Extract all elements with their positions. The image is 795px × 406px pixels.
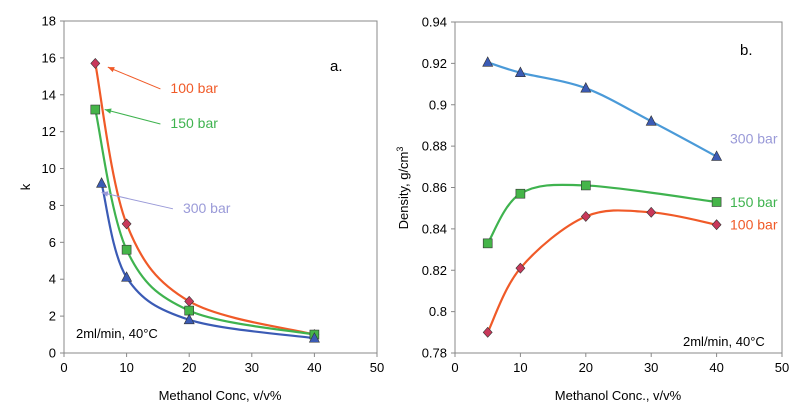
y-tick-label: 18	[42, 14, 56, 29]
y-tick-label: 2	[49, 309, 56, 324]
x-tick-label: 50	[775, 360, 789, 375]
y-axis-label-b-sup: 3	[395, 147, 405, 152]
y-tick-label: 10	[42, 161, 56, 176]
y-tick-label: 0.86	[422, 180, 447, 195]
y-tick-label: 0.94	[422, 15, 447, 30]
data-point-100-bar	[711, 219, 722, 231]
series-label: 150 bar	[730, 194, 778, 210]
x-tick-label: 30	[245, 360, 259, 375]
y-tick-label: 0.88	[422, 139, 447, 154]
series-label: 300 bar	[730, 130, 778, 146]
x-tick-label: 10	[513, 360, 527, 375]
annotation-a: 2ml/min, 40°C	[76, 326, 158, 341]
series-line-300-bar	[100, 183, 315, 340]
series-label: 100 bar	[730, 217, 778, 233]
data-point-300-bar	[183, 313, 195, 325]
y-tick-label: 4	[49, 272, 56, 287]
series-line-150-bar	[486, 183, 717, 244]
data-point-150-bar	[515, 188, 526, 199]
x-tick-label: 50	[370, 360, 384, 375]
series-line-100-bar	[94, 63, 315, 336]
label-arrow	[107, 66, 161, 90]
label-arrowhead	[107, 67, 115, 73]
y-tick-label: 0.84	[422, 221, 447, 236]
x-tick-label: 40	[307, 360, 321, 375]
panel-label-a: a.	[330, 58, 343, 75]
data-point-100-bar	[482, 326, 493, 338]
label-arrow	[101, 192, 174, 210]
data-point-100-bar	[646, 206, 657, 218]
y-axis-label-b: Density, g/cm3	[395, 147, 411, 230]
chart-panel-b: 0 10 20 30 40 50 0.78 0.8 0.82 0.84 0.86 0.88 0.9 0.9…	[395, 15, 789, 404]
data-point-150-bar	[580, 180, 591, 191]
data-point-300-bar	[121, 271, 133, 282]
data-point-100-bar	[515, 262, 526, 274]
x-axis-label-a: Methanol Conc, v/v%	[159, 388, 282, 403]
x-tick-label: 0	[451, 360, 458, 375]
x-tick-label: 20	[579, 360, 593, 375]
y-tick-label: 14	[42, 87, 56, 102]
data-point-300-bar	[580, 82, 592, 93]
data-point-150-bar	[90, 104, 101, 115]
y-tick-label: 6	[49, 235, 56, 250]
data-point-300-bar	[514, 66, 526, 77]
label-arrowhead	[104, 108, 112, 114]
data-point-300-bar	[482, 56, 494, 67]
data-point-300-bar	[96, 177, 108, 188]
label-arrowhead	[101, 191, 109, 197]
label-arrow	[104, 109, 161, 125]
data-point-150-bar	[121, 244, 132, 255]
x-tick-label: 0	[60, 360, 67, 375]
y-tick-label: 0.78	[422, 346, 447, 361]
annotation-b: 2ml/min, 40°C	[683, 334, 765, 349]
x-tick-label: 30	[644, 360, 658, 375]
y-tick-label: 0.82	[422, 263, 447, 278]
y-tick-label: 16	[42, 50, 56, 65]
series-label: 300 bar	[183, 200, 231, 216]
panel-label-b: b.	[740, 42, 753, 59]
series-line-150-bar	[94, 109, 315, 336]
y-tick-label: 8	[49, 198, 56, 213]
x-tick-label: 20	[182, 360, 196, 375]
y-tick-label: 0.9	[429, 97, 447, 112]
data-point-300-bar	[711, 150, 723, 161]
data-point-300-bar	[645, 115, 657, 126]
data-point-300-bar	[308, 332, 320, 343]
data-point-100-bar	[90, 57, 101, 69]
data-point-150-bar	[482, 238, 493, 249]
y-tick-label: 12	[42, 124, 56, 139]
data-point-150-bar	[711, 197, 722, 207]
y-tick-label: 0.92	[422, 56, 447, 71]
data-point-100-bar	[580, 211, 591, 222]
x-tick-label: 40	[709, 360, 723, 375]
x-axis-label-b: Methanol Conc., v/v%	[555, 388, 682, 403]
y-tick-label: 0.8	[429, 304, 447, 319]
y-tick-label: 0	[49, 346, 56, 361]
series-label: 100 bar	[170, 80, 218, 96]
series-label: 150 bar	[170, 115, 218, 131]
chart-panel-a: 0 10 20 30 40 50 0 2 4 6 8 10 12 14 16 18 100 bar 150 ba…	[18, 14, 384, 404]
y-axis-label-a: k	[18, 183, 33, 190]
x-tick-label: 10	[119, 360, 133, 375]
data-point-100-bar	[121, 218, 132, 230]
